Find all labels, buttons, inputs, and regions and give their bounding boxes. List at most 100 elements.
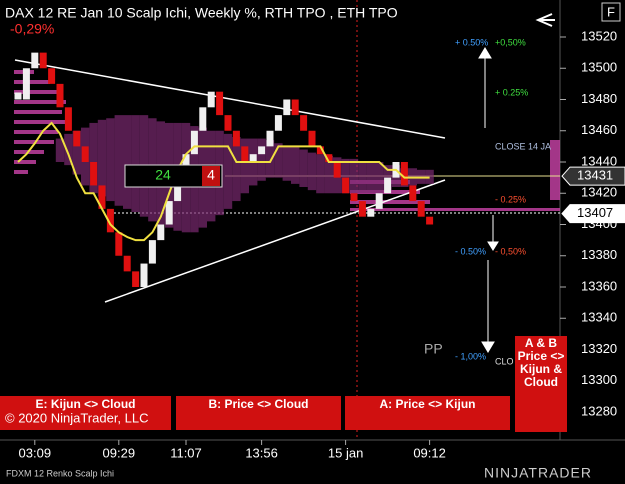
cloud	[349, 158, 359, 194]
brick	[81, 146, 89, 162]
brick	[241, 146, 249, 162]
cloud	[324, 155, 333, 194]
x-tick-label: 13:56	[245, 445, 278, 460]
cloud	[274, 143, 283, 178]
y-tick-label: 13300	[581, 372, 617, 387]
brick	[132, 271, 140, 287]
button-label: A: Price <> Kijun	[379, 397, 475, 411]
chart-title: DAX 12 RE Jan 10 Scalp Ichi, Weekly %, R…	[5, 5, 398, 21]
cloud	[97, 119, 107, 197]
y-tick-label: 13440	[581, 153, 617, 168]
price-marker-label: 13407	[577, 205, 613, 220]
button-label: Kijun &	[520, 362, 562, 376]
price-marker-label: 13431	[577, 168, 613, 183]
level-label: + 0.50%	[455, 37, 488, 47]
cloud	[265, 140, 275, 178]
brick	[333, 162, 341, 178]
brick	[98, 185, 106, 209]
level-label: CLOSE 14 JA	[495, 141, 551, 151]
brick	[106, 208, 114, 233]
button[interactable]: B: Price <> Cloud	[176, 396, 341, 430]
cloud	[358, 162, 367, 194]
x-tick-label: 15 jan	[328, 445, 363, 460]
brick	[375, 193, 383, 209]
cloud	[106, 118, 115, 202]
brick	[325, 154, 333, 162]
brick	[367, 208, 375, 217]
x-tick-label: 03:09	[19, 445, 52, 460]
brick	[207, 91, 215, 108]
brick	[190, 130, 198, 155]
button[interactable]: A: Price <> Kijun	[345, 396, 510, 430]
counter-value: 24	[155, 167, 171, 183]
price-marker	[561, 204, 625, 224]
level-label: - 0.50%	[455, 246, 486, 256]
brick	[400, 162, 408, 186]
cloud	[341, 158, 350, 194]
button-bg	[515, 336, 567, 432]
cloud	[240, 138, 249, 194]
button-label: A & B	[525, 336, 558, 350]
counter-box	[124, 164, 223, 188]
brick	[249, 154, 257, 162]
logo: NINJATRADER	[484, 465, 592, 481]
brick	[417, 201, 425, 217]
cloud	[257, 138, 266, 181]
brick	[216, 91, 224, 116]
level-label: - 1,00%	[455, 351, 486, 361]
brick	[291, 99, 299, 116]
brick	[115, 232, 123, 256]
x-tick-label: 09:29	[103, 445, 136, 460]
level-label: - 0.25%	[495, 194, 526, 204]
brick	[73, 130, 81, 147]
brick	[350, 193, 358, 202]
arrows	[478, 13, 555, 353]
button-bg	[345, 396, 510, 430]
brick	[409, 185, 417, 202]
level-label: +0,50%	[495, 37, 526, 47]
cloud	[72, 130, 81, 175]
brick	[274, 115, 282, 131]
button-label: B: Price <> Cloud	[208, 397, 308, 411]
button-label: Price <>	[518, 349, 565, 363]
button[interactable]: E: Kijun <> Cloud	[0, 396, 171, 430]
cloud	[55, 138, 65, 162]
pivot-label: PP	[424, 341, 443, 357]
brick	[39, 52, 47, 69]
brick	[31, 52, 39, 69]
y-tick-label: 13460	[581, 122, 617, 137]
brick	[308, 130, 316, 147]
cloud	[114, 115, 123, 206]
brick	[148, 240, 156, 264]
cloud	[89, 122, 98, 194]
y-tick-label: 13420	[581, 185, 617, 200]
cloud	[223, 133, 233, 209]
y-tick-label: 13480	[581, 91, 617, 106]
button-label: Cloud	[524, 375, 558, 389]
brick	[199, 107, 207, 131]
brick	[266, 130, 274, 147]
corner-box	[601, 2, 621, 22]
brick	[56, 83, 64, 108]
button-bg	[0, 396, 171, 430]
trendline	[104, 179, 446, 303]
instrument-label: FDXM 12 Renko Scalp Ichi	[6, 468, 114, 478]
x-tick-label: 11:07	[170, 445, 202, 460]
cloud	[282, 146, 291, 181]
cloud	[123, 115, 132, 209]
brick	[165, 201, 173, 225]
brick	[174, 177, 182, 202]
cloud	[316, 154, 325, 194]
button-bg	[176, 396, 341, 430]
brick	[426, 216, 434, 225]
x-tick-label: 09:12	[413, 445, 446, 460]
copyright: © 2020 NinjaTrader, LLC	[5, 410, 149, 425]
cloud	[366, 162, 375, 194]
brick	[14, 92, 22, 100]
brick	[48, 68, 56, 84]
brick	[224, 115, 232, 131]
y-tick-label: 13500	[581, 60, 617, 75]
trendline	[14, 59, 446, 139]
